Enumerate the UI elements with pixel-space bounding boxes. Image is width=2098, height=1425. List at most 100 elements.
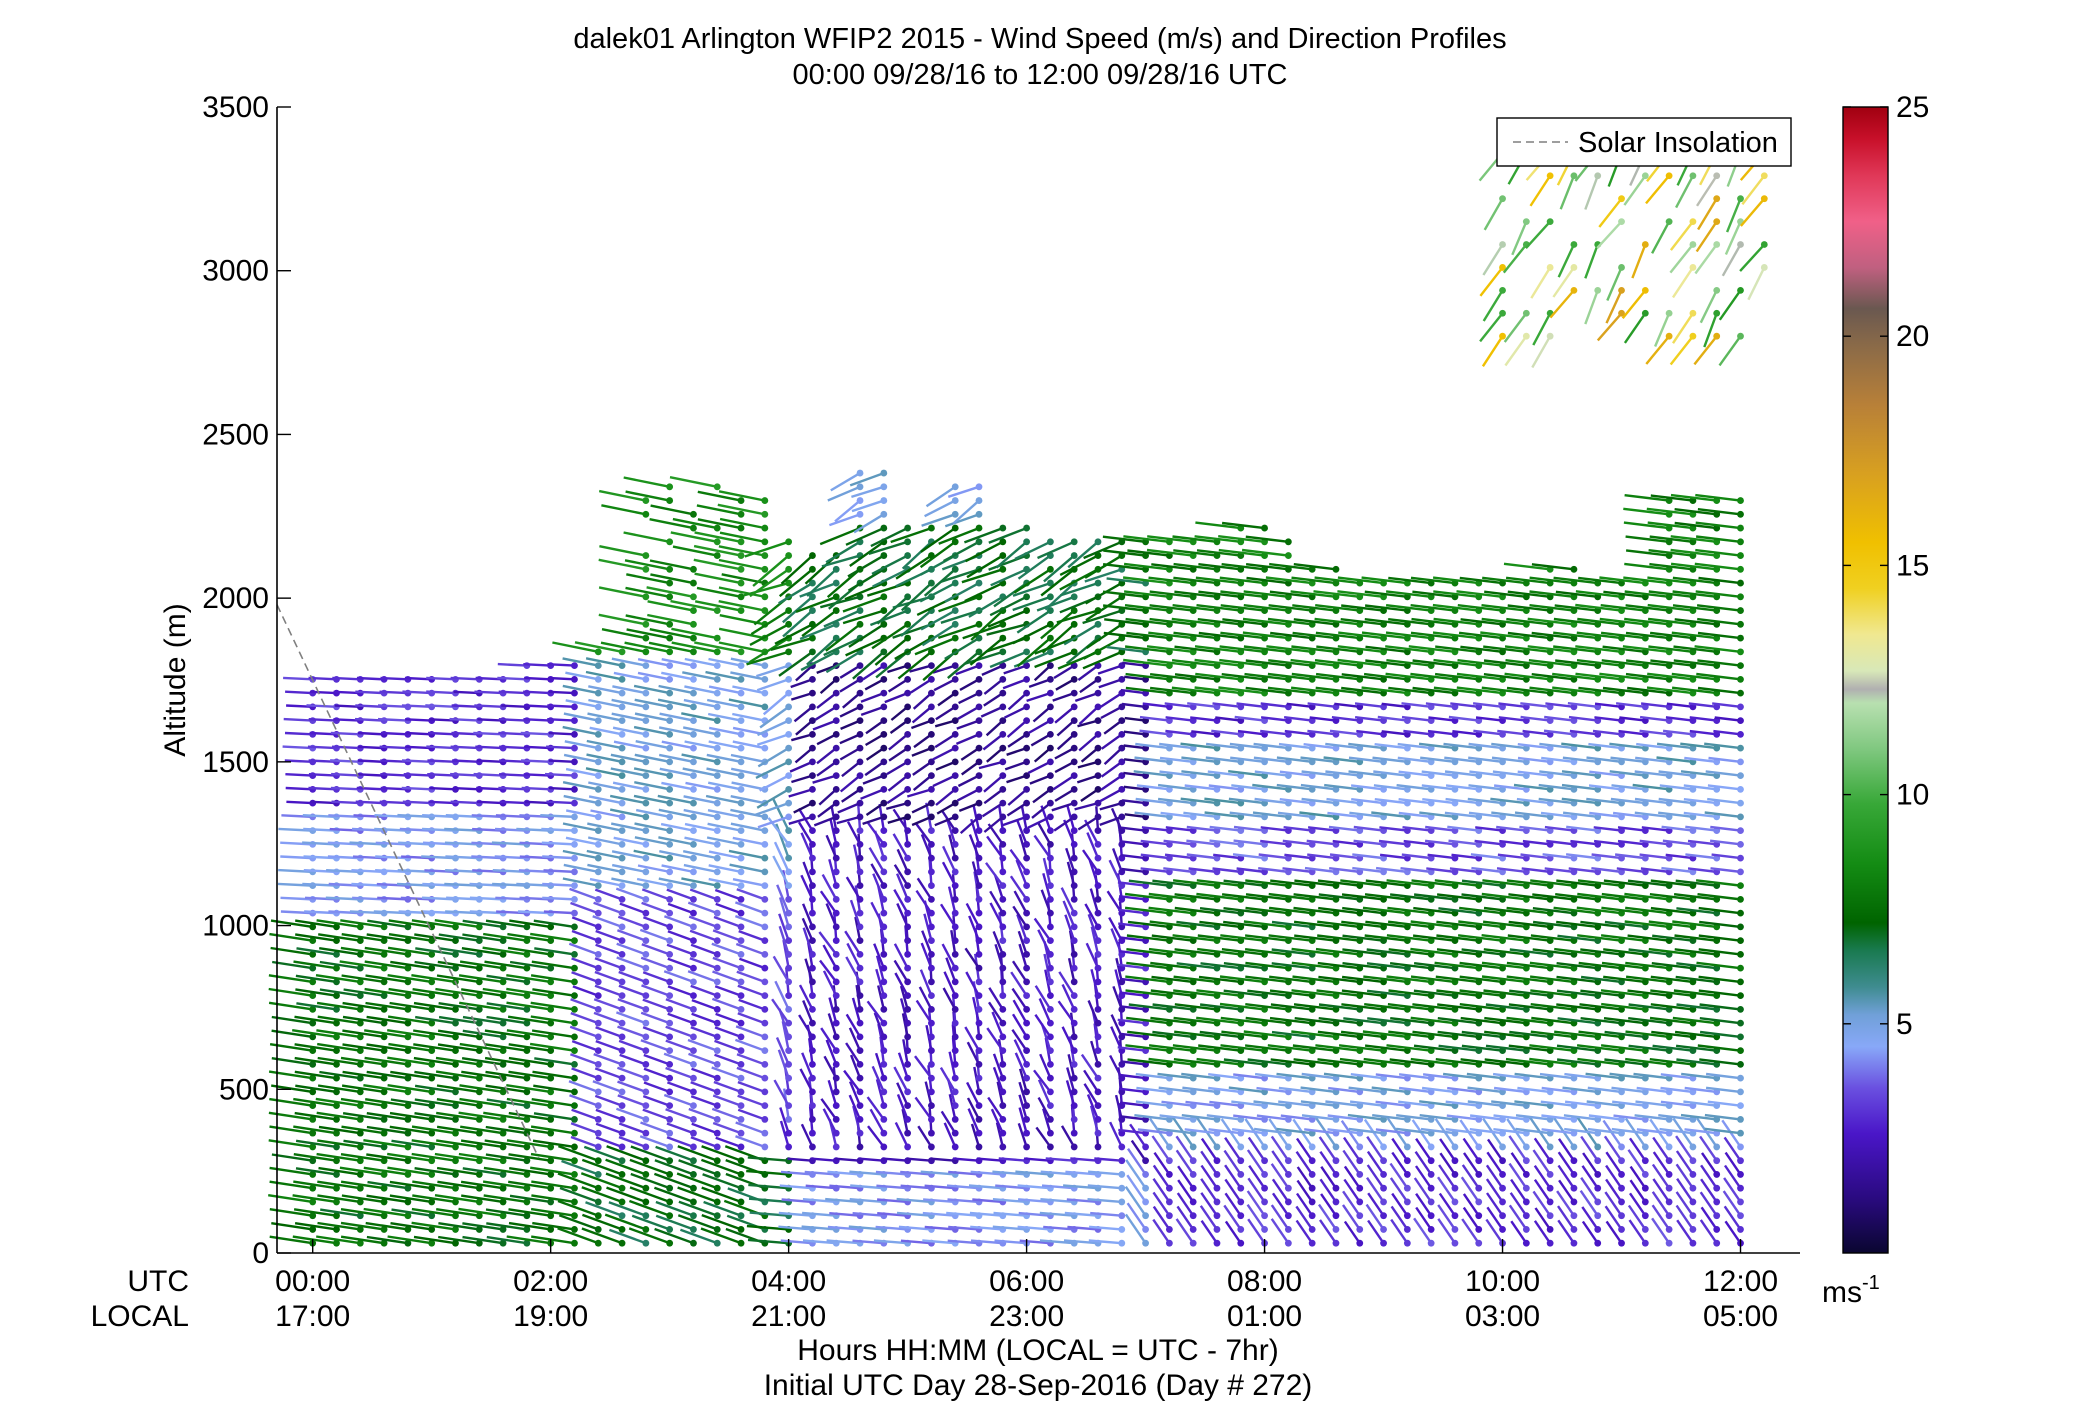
- wind-barb: [571, 1067, 602, 1082]
- wind-barb: [1415, 1138, 1435, 1165]
- wind-barb: [548, 785, 578, 793]
- wind-barb: [639, 928, 674, 945]
- wind-barb: [563, 753, 602, 766]
- wind-barb: [624, 641, 674, 656]
- wind-barb: [460, 1125, 507, 1137]
- wind-barb: [598, 489, 650, 504]
- wind-barb: [702, 1173, 745, 1192]
- wind-barb: [319, 1070, 364, 1082]
- wind-barb: [316, 1001, 364, 1013]
- wind-barb: [732, 740, 769, 752]
- wind-barb: [887, 813, 912, 824]
- y-tick-label: 1000: [202, 910, 269, 943]
- wind-barb: [508, 1056, 555, 1068]
- wind-barb: [701, 1213, 745, 1233]
- wind-barb: [700, 1158, 745, 1178]
- wind-barb: [615, 1011, 650, 1027]
- wind-barb: [1605, 1178, 1625, 1206]
- wind-barb: [737, 1108, 769, 1123]
- wind-barb: [592, 915, 626, 931]
- wind-barb: [1223, 1204, 1245, 1233]
- wind-barb: [317, 1139, 364, 1151]
- wind-barb: [873, 943, 888, 972]
- wind-barb: [543, 909, 578, 917]
- wind-barb: [678, 1200, 721, 1220]
- wind-barb: [438, 1235, 483, 1247]
- wind-barb: [682, 850, 721, 862]
- wind-barb: [604, 1213, 650, 1233]
- y-axis-label: Altitude (m): [159, 603, 192, 756]
- wind-barb: [295, 1139, 340, 1151]
- wind-barb: [387, 1056, 436, 1068]
- wind-barb: [631, 1214, 674, 1233]
- wind-barb: [642, 1094, 674, 1110]
- wind-barb: [729, 863, 769, 876]
- wind-barb: [641, 943, 674, 958]
- wind-barb: [293, 1180, 340, 1192]
- wind-barb: [693, 544, 745, 559]
- wind-barb: [585, 657, 626, 669]
- wind-barb: [340, 1153, 388, 1165]
- wind-barb: [640, 1121, 674, 1137]
- wind-barb: [367, 919, 412, 931]
- wind-barb: [557, 1199, 602, 1220]
- wind-barb: [1271, 1150, 1292, 1178]
- wind-barb: [690, 1026, 721, 1041]
- wind-barb: [700, 1227, 745, 1247]
- wind-barb: [1675, 1204, 1697, 1233]
- wind-barb: [611, 657, 650, 669]
- x-tick-label-local: 01:00: [1227, 1300, 1302, 1333]
- wind-barb: [1557, 1205, 1578, 1233]
- wind-barb: [436, 1139, 483, 1151]
- wind-barb: [548, 730, 578, 738]
- wind-barb: [1004, 758, 1031, 771]
- wind-barb: [642, 998, 674, 1013]
- wind-barb: [411, 1221, 459, 1233]
- wind-barb: [684, 657, 721, 669]
- wind-barb: [738, 957, 769, 972]
- wind-barb: [587, 863, 626, 876]
- wind-barb: [317, 1042, 364, 1055]
- wind-barb: [647, 600, 697, 614]
- wind-barb: [690, 1081, 721, 1096]
- wind-barb: [986, 835, 1007, 862]
- wind-barb: [666, 1081, 697, 1096]
- wind-barb: [557, 1172, 602, 1192]
- wind-barb: [1028, 717, 1054, 735]
- wind-barb: [1438, 1164, 1459, 1192]
- wind-barb: [1481, 332, 1506, 367]
- wind-barb: [316, 1235, 364, 1247]
- wind-barb: [1366, 1150, 1387, 1178]
- wind-barb: [459, 1097, 507, 1110]
- wind-barb: [845, 1013, 864, 1041]
- wind-barb: [318, 933, 364, 945]
- wind-barb: [708, 740, 745, 752]
- wind-barb: [913, 730, 935, 749]
- wind-barb: [1224, 1192, 1245, 1220]
- wind-barb: [839, 744, 864, 761]
- wind-barb: [268, 1139, 317, 1151]
- wind-barb: [605, 1172, 650, 1192]
- wind-barb: [1629, 1192, 1649, 1220]
- wind-barb: [688, 915, 721, 931]
- wind-barb: [860, 689, 888, 703]
- wind-barb: [341, 933, 388, 945]
- wind-barb: [570, 1122, 602, 1137]
- wind-barb: [1675, 1163, 1697, 1192]
- wind-barb: [547, 703, 578, 711]
- wind-barb: [1628, 1219, 1649, 1247]
- wind-barb: [532, 1070, 578, 1082]
- wind-barb: [508, 1043, 555, 1055]
- wind-barb: [585, 670, 626, 683]
- wind-barb: [1129, 1123, 1149, 1151]
- wind-barb: [735, 1135, 769, 1151]
- wind-barb: [509, 919, 555, 931]
- wind-barb: [1076, 772, 1102, 784]
- wind-barb: [1366, 1136, 1387, 1165]
- wind-barb: [462, 1167, 507, 1178]
- wind-barb: [387, 1084, 436, 1096]
- wind-barb: [593, 1011, 626, 1027]
- wind-barb: [868, 847, 888, 876]
- wind-barb: [617, 1025, 650, 1041]
- wind-barb: [413, 1029, 459, 1041]
